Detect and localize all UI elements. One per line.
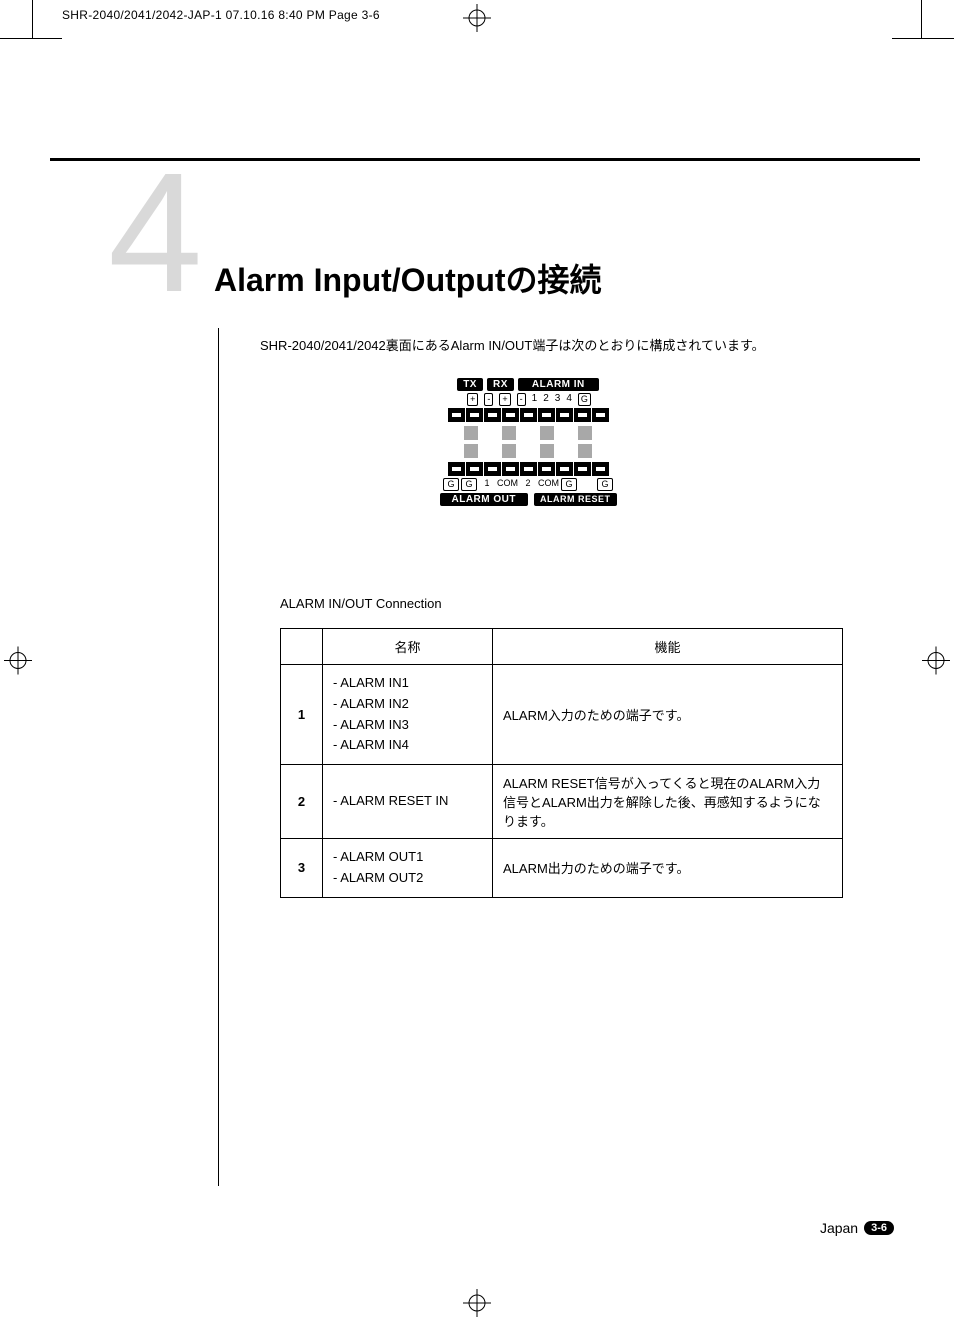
table-header: 名称 bbox=[323, 629, 493, 665]
footer-lang: Japan bbox=[820, 1220, 858, 1236]
alarm-table: 名称 機能 1 - ALARM IN1 - ALARM IN2 - ALARM … bbox=[280, 628, 843, 898]
pin-label: 4 bbox=[566, 393, 572, 406]
pin-label: + bbox=[467, 393, 478, 406]
pin-labels-top: + - + - 1 2 3 4 G bbox=[418, 393, 638, 406]
pin-label: 2 bbox=[520, 478, 536, 491]
terminal-row bbox=[418, 408, 638, 422]
tag-alarm-out: ALARM OUT bbox=[440, 493, 529, 506]
connection-heading: ALARM IN/OUT Connection bbox=[280, 596, 442, 611]
pin-label: 2 bbox=[543, 393, 549, 406]
pin-label: 3 bbox=[555, 393, 561, 406]
pin-label: G bbox=[597, 478, 613, 491]
table-row: 1 - ALARM IN1 - ALARM IN2 - ALARM IN3 - … bbox=[281, 665, 843, 765]
pin-label: G bbox=[561, 478, 577, 491]
tag-rx: RX bbox=[487, 378, 514, 391]
pin-label: G bbox=[443, 478, 459, 491]
pin-labels-bottom: G G 1 COM 2 COM G G bbox=[418, 478, 638, 491]
crop-mark bbox=[32, 0, 33, 38]
row-num: 2 bbox=[281, 765, 323, 839]
pin-label bbox=[579, 478, 595, 491]
crop-mark bbox=[0, 38, 62, 39]
row-num: 3 bbox=[281, 839, 323, 898]
tag-alarm-in: ALARM IN bbox=[518, 378, 599, 391]
crop-mark bbox=[921, 0, 922, 38]
tag-alarm-reset: ALARM RESET bbox=[534, 493, 617, 506]
pin-label: - bbox=[484, 393, 493, 406]
table-row: 2 - ALARM RESET IN ALARM RESET信号が入ってくると現… bbox=[281, 765, 843, 839]
tag-tx: TX bbox=[457, 378, 483, 391]
row-name: - ALARM OUT1 - ALARM OUT2 bbox=[323, 839, 493, 898]
pin-label: COM bbox=[538, 478, 559, 491]
pin-label: G bbox=[578, 393, 591, 406]
header-meta: SHR-2040/2041/2042-JAP-1 07.10.16 8:40 P… bbox=[62, 8, 380, 22]
terminal-row bbox=[418, 462, 638, 476]
row-num: 1 bbox=[281, 665, 323, 765]
registration-mark bbox=[463, 1289, 491, 1322]
row-func: ALARM RESET信号が入ってくると現在のALARM入力信号とALARM出力… bbox=[493, 765, 843, 839]
table-row: 3 - ALARM OUT1 - ALARM OUT2 ALARM出力のための端… bbox=[281, 839, 843, 898]
row-func: ALARM入力のための端子です。 bbox=[493, 665, 843, 765]
vertical-divider bbox=[218, 328, 219, 1186]
row-name: - ALARM RESET IN bbox=[323, 765, 493, 839]
table-header: 機能 bbox=[493, 629, 843, 665]
registration-mark bbox=[463, 4, 491, 37]
pin-label: G bbox=[461, 478, 477, 491]
footer: Japan 3-6 bbox=[820, 1220, 894, 1236]
section-number: 4 bbox=[108, 148, 203, 318]
crop-mark bbox=[892, 38, 954, 39]
section-title: Alarm Input/Outputの接続 bbox=[214, 255, 602, 301]
table-header bbox=[281, 629, 323, 665]
terminal-diagram: TX RX ALARM IN + - + - 1 2 3 4 G G G 1 C… bbox=[418, 378, 638, 506]
registration-mark bbox=[922, 647, 950, 680]
intro-text: SHR-2040/2041/2042裏面にあるAlarm IN/OUT端子は次の… bbox=[260, 335, 765, 354]
page-number-badge: 3-6 bbox=[864, 1221, 894, 1235]
pin-label: COM bbox=[497, 478, 518, 491]
registration-mark bbox=[4, 647, 32, 680]
pin-label: - bbox=[517, 393, 526, 406]
pin-label: 1 bbox=[532, 393, 538, 406]
pin-label: 1 bbox=[479, 478, 495, 491]
pin-label: + bbox=[499, 393, 510, 406]
row-name: - ALARM IN1 - ALARM IN2 - ALARM IN3 - AL… bbox=[323, 665, 493, 765]
row-func: ALARM出力のための端子です。 bbox=[493, 839, 843, 898]
